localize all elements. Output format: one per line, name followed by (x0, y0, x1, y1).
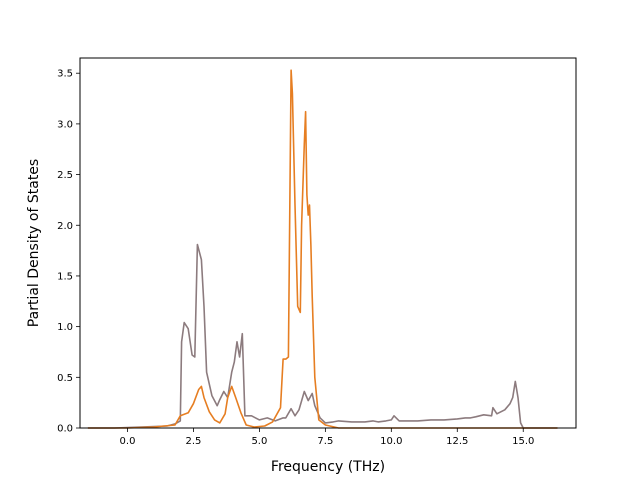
y-tick-label: 3.0 (57, 119, 73, 130)
x-tick-label: 15.0 (512, 436, 534, 447)
plot-frame (79, 57, 577, 429)
series-line-2 (87, 69, 558, 429)
y-tick-label: 1.0 (57, 322, 73, 333)
y-tick-label: 2.5 (57, 170, 73, 181)
x-tick-label: 0.0 (120, 436, 136, 447)
x-tick-label: 7.5 (317, 436, 333, 447)
y-tick-label: 2.0 (57, 221, 73, 232)
plot-lines-group (87, 69, 558, 429)
y-tick-label: 3.5 (57, 69, 73, 80)
y-axis-label: Partial Density of States (26, 159, 42, 327)
series-line-1 (87, 243, 558, 429)
y-axis-ticks: 0.0 0.5 1.0 1.5 2.0 2.5 3.0 3.5 (57, 69, 80, 435)
x-tick-label: 12.5 (446, 436, 468, 447)
x-axis-label: Frequency (THz) (271, 459, 385, 475)
y-tick-label: 1.5 (57, 271, 73, 282)
x-tick-label: 5.0 (251, 436, 267, 447)
x-tick-label: 10.0 (380, 436, 402, 447)
y-tick-label: 0.5 (57, 373, 73, 384)
x-axis-ticks: 0.0 2.5 5.0 7.5 10.0 12.5 15.0 (120, 428, 534, 447)
y-tick-label: 0.0 (57, 424, 73, 435)
x-tick-label: 2.5 (185, 436, 201, 447)
